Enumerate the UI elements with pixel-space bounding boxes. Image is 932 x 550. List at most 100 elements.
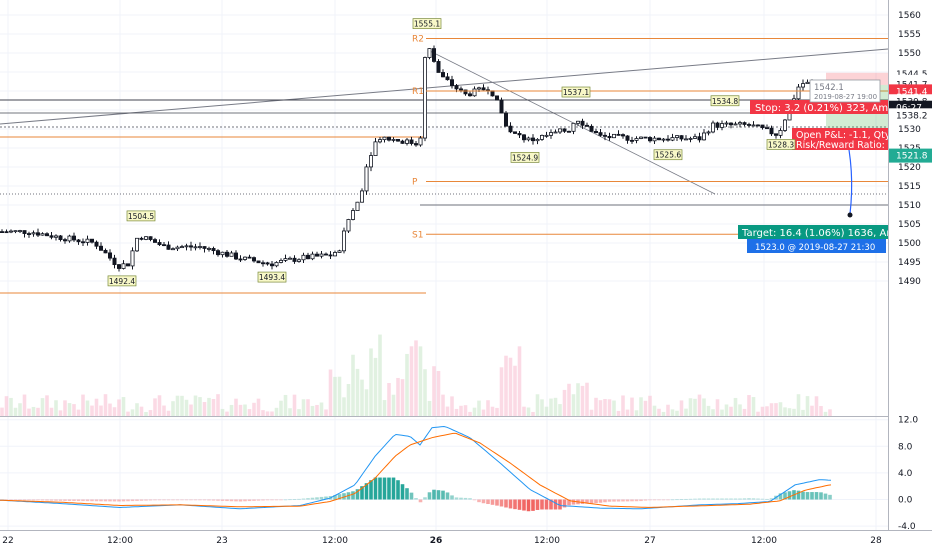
- volume-bar: [585, 382, 589, 416]
- histogram-bar: [40, 499, 45, 501]
- volume-bar: [724, 404, 729, 416]
- histogram-bar: [702, 498, 706, 500]
- histogram-bar: [441, 490, 445, 500]
- volume-bar: [459, 405, 463, 416]
- volume-bar: [468, 411, 472, 416]
- histogram-bar: [225, 499, 229, 502]
- histogram-bar: [459, 497, 463, 500]
- volume-bar: [688, 398, 693, 416]
- candle-body: [422, 57, 427, 139]
- volume-bar: [751, 397, 756, 416]
- price-callouts: 1555.1 1504.5 1492.4 1493.4 1524.9 1537.1 1525…: [107, 18, 796, 287]
- volume-bar: [648, 395, 652, 416]
- candle-body: [540, 134, 545, 140]
- candle-body: [193, 246, 198, 249]
- histogram-bar: [580, 499, 585, 504]
- time-badge-bg: [747, 239, 886, 253]
- volume-bar: [58, 410, 63, 416]
- volume-bar: [216, 394, 220, 416]
- histogram-bar: [810, 492, 814, 500]
- callout-label: 1493.4: [259, 273, 285, 282]
- histogram-bar: [531, 499, 535, 511]
- time-tick-label: 12:00: [322, 536, 348, 546]
- volume-bar: [31, 406, 36, 416]
- histogram-bar: [130, 499, 135, 502]
- histogram-bar: [540, 499, 544, 510]
- position-tool[interactable]: Stop: 3.2 (0.21%) 323, Am Open P&L: -1.1,…: [738, 72, 896, 253]
- price-tick-label: 1505: [898, 220, 921, 230]
- candle-body: [553, 131, 558, 134]
- callout-box: [766, 139, 796, 150]
- histogram-bar: [787, 491, 792, 500]
- pivot-label: R2: [412, 35, 424, 45]
- volume-bar: [346, 384, 351, 416]
- histogram-bar: [616, 499, 621, 502]
- histogram-bar: [369, 480, 373, 500]
- volume-bar: [378, 334, 382, 416]
- histogram-bar: [445, 492, 450, 500]
- volume-bar: [805, 396, 810, 416]
- candle-body: [440, 72, 445, 78]
- candle-body: [576, 120, 581, 124]
- volume-bar: [265, 411, 270, 416]
- candle-body: [612, 133, 617, 139]
- volume-bar: [18, 403, 22, 416]
- volume-bar: [616, 410, 621, 416]
- histogram-bar: [4, 499, 9, 501]
- candle-body: [661, 138, 666, 141]
- histogram-bar: [153, 499, 157, 501]
- histogram-bar: [778, 493, 783, 500]
- trend-line-up: [0, 48, 889, 125]
- volume-bar: [508, 357, 513, 416]
- candle-body: [769, 127, 774, 135]
- volume-bar: [13, 407, 18, 416]
- histogram-bar: [202, 499, 207, 501]
- candle-body: [508, 125, 513, 133]
- volume-bar: [481, 409, 486, 416]
- histogram-bar: [319, 496, 324, 500]
- candle-body: [711, 122, 716, 133]
- histogram-bar: [180, 499, 184, 501]
- candle-body: [346, 219, 351, 232]
- candle-body: [251, 257, 256, 262]
- volume-bar: [234, 398, 238, 416]
- histogram-bar: [553, 499, 558, 510]
- candle-body: [648, 137, 653, 142]
- candle-body: [112, 257, 117, 266]
- histogram-bar: [769, 498, 774, 500]
- histogram-bar: [288, 499, 292, 501]
- histogram-bar: [27, 499, 31, 501]
- candle-body: [706, 131, 711, 134]
- candle-body: [296, 259, 301, 262]
- volume-bar: [580, 385, 585, 416]
- histogram-bar: [81, 499, 85, 502]
- candle-body: [287, 257, 292, 260]
- candle-body: [607, 135, 612, 139]
- rr-label: Risk/Reward Ratio:: [796, 140, 885, 151]
- histogram-bar: [760, 498, 765, 500]
- volume-bar: [742, 408, 747, 416]
- candle-body: [517, 133, 522, 136]
- histogram-bar: [198, 499, 202, 501]
- volume-bar: [765, 406, 769, 416]
- histogram-bar: [238, 499, 243, 502]
- histogram-bar: [724, 498, 729, 500]
- histogram-bar: [450, 495, 454, 500]
- volume-bar: [54, 400, 58, 416]
- histogram-bar: [216, 499, 220, 501]
- histogram-bar: [805, 492, 810, 500]
- candle-body: [13, 230, 18, 233]
- volume-bar: [351, 354, 355, 416]
- histogram-bar: [436, 490, 441, 500]
- candle-body: [558, 128, 563, 133]
- price-tick-label: 1520: [898, 163, 921, 173]
- volume-bar: [405, 353, 409, 416]
- candle-body: [373, 141, 378, 156]
- histogram-bar: [274, 499, 279, 501]
- candle-body: [72, 235, 77, 241]
- crosshair-time: 2019-08-27 19:00: [814, 93, 877, 101]
- volume-bar: [432, 366, 436, 416]
- histogram-bar: [378, 477, 382, 500]
- candle-body: [418, 137, 423, 146]
